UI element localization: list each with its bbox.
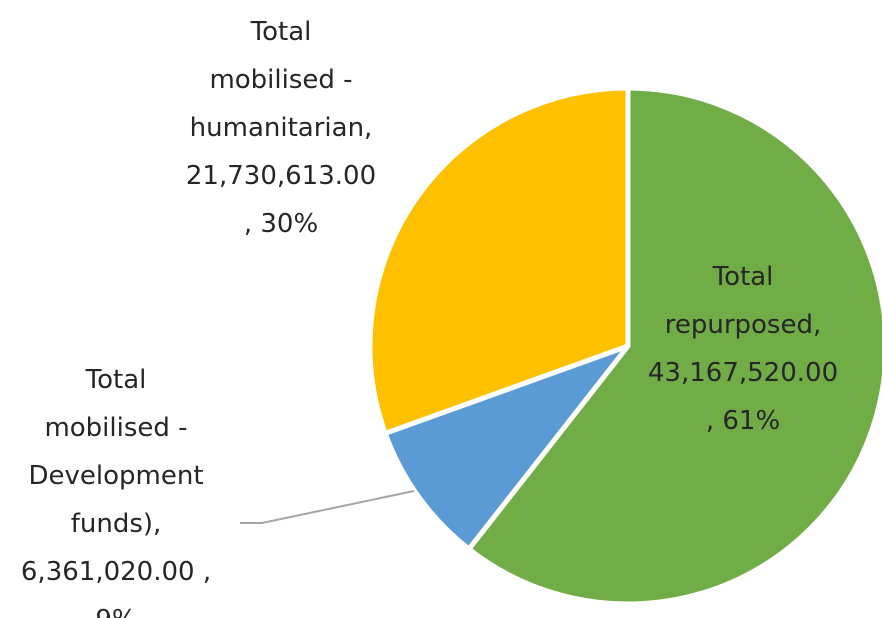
data-label-line: mobilised -: [209, 65, 352, 95]
leader-line-development-funds: [240, 490, 415, 524]
data-label-line: 9%: [95, 605, 136, 618]
data-label-line: mobilised -: [44, 413, 187, 443]
data-label-line: repurposed,: [665, 310, 822, 340]
data-label-line: Development: [28, 461, 203, 491]
data-label-line: 43,167,520.00: [648, 358, 838, 388]
data-label-line: funds),: [71, 509, 162, 539]
data-label-line: Total: [250, 17, 312, 47]
data-label-total-mobilised-development-funds: Total mobilised - Development funds), 6,361,…: [21, 365, 211, 618]
data-label-total-mobilised-humanitarian: Total mobilised - humanitarian, 21,730,613.…: [186, 17, 376, 239]
leader-lines: [240, 490, 415, 524]
data-label-line: 6,361,020.00 ,: [21, 557, 211, 587]
data-label-line: , 61%: [706, 406, 780, 436]
data-label-line: 21,730,613.00: [186, 161, 376, 191]
pie-slice-total-mobilised-humanitarian: [367, 85, 631, 436]
data-label-line: , 30%: [244, 209, 318, 239]
pie-slice-total-mobilised-development-funds: [382, 343, 631, 552]
data-label-line: Total: [85, 365, 147, 395]
data-label-line: Total: [712, 262, 774, 292]
data-label-total-repurposed: Total repurposed, 43,167,520.00 , 61%: [648, 262, 838, 436]
data-label-line: humanitarian,: [190, 113, 373, 143]
data-labels: Total repurposed, 43,167,520.00 , 61% Total m…: [21, 17, 838, 618]
pie-slices: [367, 85, 882, 607]
pie-slice-total-repurposed: [466, 85, 882, 607]
